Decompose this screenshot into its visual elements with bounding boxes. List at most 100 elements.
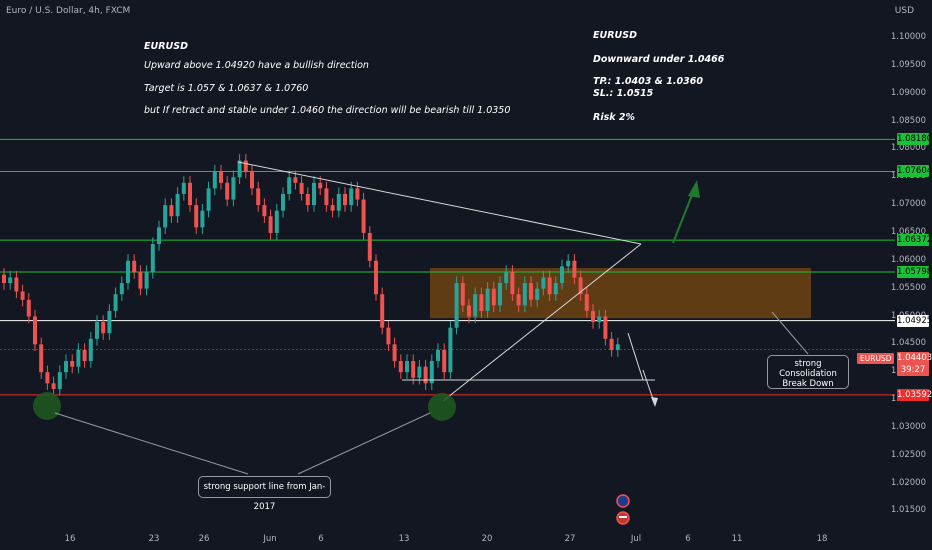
- time-axis-tick: 18: [816, 534, 828, 544]
- candle-body: [355, 188, 360, 200]
- candle-body: [70, 361, 75, 367]
- candle-body: [454, 283, 459, 328]
- note-left-line1: Upward above 1.04920 have a bullish dire…: [144, 60, 369, 71]
- candle-body: [312, 182, 316, 206]
- candle-body: [206, 188, 211, 211]
- price-axis-tick: 1.02500: [890, 449, 926, 460]
- candle-body: [181, 182, 186, 194]
- candle-body: [405, 361, 409, 373]
- candle-body: [522, 283, 527, 306]
- candle-body: [274, 210, 279, 233]
- candle-body: [14, 277, 19, 292]
- price-axis-tick: 1.09500: [890, 59, 926, 70]
- candle-body: [491, 288, 496, 306]
- candle-body: [336, 193, 341, 211]
- price-axis-tick: 1.02000: [890, 477, 926, 488]
- chart-title[interactable]: Euro / U.S. Dollar, 4h, FXCM: [6, 6, 131, 16]
- price-axis-tick: 1.06000: [890, 254, 926, 265]
- candle-body: [349, 188, 354, 206]
- candle-body: [578, 277, 583, 295]
- candle-countdown: 39:27: [900, 365, 926, 375]
- breakdown-label-2: Break Down: [782, 379, 834, 389]
- candle-body: [560, 266, 564, 284]
- drawings: [0, 161, 870, 475]
- candle-body: [460, 283, 465, 306]
- level-price-tag[interactable]: 1.08180: [897, 133, 932, 146]
- candle-body: [330, 205, 335, 211]
- candle-body: [126, 260, 130, 284]
- candle-body: [553, 283, 558, 295]
- candle-body: [243, 160, 248, 172]
- note-right-pair: EURUSD: [593, 30, 637, 41]
- bullish-arrow-line: [672, 189, 695, 244]
- candle-body: [584, 294, 589, 311]
- candle-body: [82, 349, 87, 362]
- level-price-tag[interactable]: 1.07604: [897, 165, 932, 178]
- candle-body: [39, 344, 44, 373]
- candle-body: [225, 182, 230, 200]
- time-axis-tick: 11: [731, 534, 743, 544]
- breakdown-callout[interactable]: strong Consolidation Break Down: [767, 355, 849, 389]
- candle-body: [163, 205, 168, 228]
- candle-body: [343, 193, 347, 206]
- candle-body: [107, 310, 112, 334]
- candle-body: [516, 294, 521, 306]
- level-price-tag[interactable]: 1.04925: [897, 314, 932, 327]
- candle-body: [591, 310, 595, 323]
- candle-body: [268, 216, 273, 233]
- candle-body: [572, 260, 577, 278]
- level-price-tag[interactable]: 1.06372: [897, 234, 932, 247]
- price-axis-tick: 1.03000: [890, 421, 926, 432]
- time-axis-tick: 16: [64, 534, 76, 544]
- support-callout[interactable]: strong support line from Jan-2017: [198, 476, 331, 512]
- descending-trendline: [237, 161, 642, 245]
- price-axis-tick: 1.08500: [890, 115, 926, 126]
- price-axis-tick: 1.08000: [890, 143, 926, 154]
- level-price-tag[interactable]: 1.05798: [897, 266, 932, 279]
- candle-body: [51, 383, 56, 389]
- time-axis-tick: 26: [198, 534, 210, 544]
- current-price-tag: 1.04403 39:27: [897, 352, 932, 376]
- candle-body: [33, 316, 37, 345]
- time-axis-tick: Jul: [630, 534, 642, 544]
- candle-body: [529, 283, 533, 300]
- candle-body: [150, 244, 155, 272]
- price-axis-tick: 1.09000: [890, 87, 926, 98]
- candle-body: [250, 171, 254, 189]
- candle-body: [374, 260, 378, 295]
- note-left-pair: EURUSD: [144, 41, 188, 52]
- candle-body: [429, 361, 434, 384]
- candle-body: [380, 294, 385, 328]
- candle-body: [473, 294, 478, 317]
- price-axis-tick: 1.01500: [890, 505, 926, 516]
- candle-body: [88, 338, 93, 362]
- candle-body: [200, 210, 205, 228]
- time-axis-tick: 20: [481, 534, 493, 544]
- candle-body: [535, 288, 540, 300]
- candle-body: [231, 177, 236, 200]
- candle-body: [436, 349, 440, 362]
- price-axis-tick: 1.06500: [890, 226, 926, 237]
- time-axis-tick: 6: [685, 534, 691, 544]
- price-axis-tick: 1.04500: [890, 338, 926, 349]
- ascending-trendline: [442, 243, 642, 402]
- note-left-line2: Target is 1.057 & 1.0637 & 1.0760: [144, 83, 309, 94]
- candle-body: [324, 188, 329, 206]
- candle-body: [57, 372, 62, 389]
- price-axis-tick: 1.05500: [890, 282, 926, 293]
- time-axis-tick: 27: [564, 534, 576, 544]
- eu-event-icon: [616, 494, 630, 508]
- price-axis-tick: 1.07000: [890, 199, 926, 210]
- candle-body: [237, 160, 242, 178]
- currency-label: USD: [894, 6, 914, 16]
- candle-body: [76, 349, 81, 367]
- candle-body: [504, 271, 509, 284]
- note-right-line1: Downward under 1.0466: [593, 54, 725, 65]
- level-price-tag[interactable]: 1.03592: [897, 388, 932, 401]
- candle-body: [299, 182, 304, 194]
- time-axis-tick: 23: [148, 534, 160, 544]
- candle-body: [423, 366, 428, 384]
- candle-body: [287, 177, 292, 194]
- candle-body: [467, 305, 471, 317]
